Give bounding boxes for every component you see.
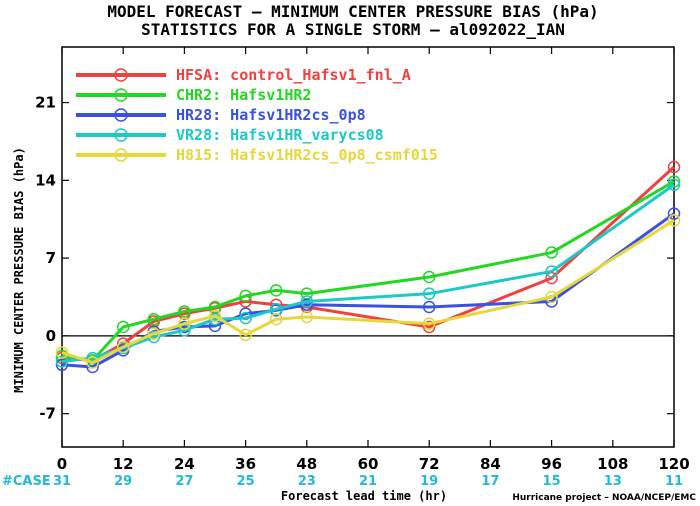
- x-tick-label: 24: [174, 455, 195, 473]
- series-line-2: [61, 180, 675, 362]
- x-tick-label: 120: [658, 455, 689, 473]
- legend: HFSA: control_Hafsv1_fnl_A CHR2: Hafsv1HR…: [76, 66, 438, 164]
- data-point: [269, 284, 283, 297]
- y-axis-label: MINIMUM CENTER PRESSURE BIAS (hPa): [12, 147, 26, 393]
- legend-label: HFSA: control_Hafsv1_fnl_A: [176, 66, 411, 84]
- data-point: [55, 355, 69, 368]
- data-point: [116, 340, 130, 354]
- data-point: [545, 246, 558, 259]
- x-tick-label: 72: [419, 455, 440, 473]
- data-point: [55, 358, 69, 372]
- case-count: 31: [53, 474, 71, 489]
- case-count: 17: [481, 474, 499, 489]
- chart-subtitle: STATISTICS FOR A SINGLE STORM – al092022…: [141, 20, 565, 39]
- legend-label: CHR2: Hafsv1HR2: [176, 86, 311, 104]
- x-tick-label: 60: [358, 455, 379, 473]
- data-point: [239, 328, 252, 342]
- data-point: [545, 265, 558, 278]
- case-count: 21: [359, 474, 377, 489]
- x-tick-label: 96: [541, 455, 562, 473]
- data-point: [667, 178, 681, 192]
- legend-label: HR28: Hafsv1HR2cs_0p8: [176, 106, 366, 124]
- case-count: 13: [604, 474, 622, 489]
- x-tick-label: 12: [113, 455, 134, 473]
- plot-frame: [61, 46, 675, 448]
- data-point: [422, 270, 436, 284]
- plot-area: -707142103112292427362548236021721984179…: [35, 46, 690, 489]
- data-point: [300, 298, 314, 312]
- data-point: [269, 312, 283, 326]
- data-point: [300, 295, 314, 308]
- data-point: [667, 214, 681, 227]
- legend-marker: [114, 128, 128, 142]
- data-point: [147, 312, 161, 326]
- data-point: [208, 309, 222, 323]
- y-tick-label: 0: [46, 327, 56, 345]
- credit-text: Hurricane project – NOAA/NCEP/EMC: [512, 493, 696, 503]
- x-tick-label: 84: [480, 455, 501, 473]
- case-count: 29: [114, 474, 132, 489]
- legend-marker: [114, 88, 128, 102]
- case-count: 19: [420, 474, 438, 489]
- case-label: #CASE: [2, 474, 51, 489]
- legend-label: VR28: Hafsv1HR_varycs08: [176, 126, 384, 144]
- x-tick-label: 48: [296, 455, 317, 473]
- case-count: 25: [237, 474, 255, 489]
- y-tick-label: 21: [35, 94, 56, 112]
- data-point: [208, 300, 222, 314]
- y-tick-label: 7: [46, 249, 56, 267]
- x-axis-label: Forecast lead time (hr): [281, 489, 447, 503]
- legend-marker: [114, 108, 128, 122]
- data-point: [55, 346, 69, 359]
- data-point: [422, 300, 436, 314]
- y-tick-label: 14: [35, 171, 56, 189]
- data-point: [116, 320, 130, 334]
- series-line-3: [61, 212, 675, 369]
- x-tick-label: 108: [597, 455, 628, 473]
- case-count: 23: [298, 474, 316, 489]
- legend-label: H815: Hafsv1HR2cs_0p8_csmf015: [176, 146, 438, 164]
- data-point: [667, 207, 681, 220]
- data-point: [667, 175, 681, 188]
- data-point: [178, 317, 191, 330]
- case-count: 27: [175, 474, 193, 489]
- case-count: 11: [665, 474, 683, 489]
- data-point: [178, 305, 191, 318]
- data-point: [300, 310, 314, 324]
- legend-marker: [114, 68, 128, 82]
- series-line-5: [61, 219, 675, 365]
- data-point: [422, 287, 436, 300]
- data-point: [239, 289, 252, 303]
- data-point: [239, 311, 252, 325]
- data-point: [545, 290, 558, 304]
- x-tick-label: 0: [57, 455, 67, 473]
- data-point: [422, 317, 436, 330]
- case-count: 15: [543, 474, 561, 489]
- data-point: [147, 327, 161, 340]
- x-tick-label: 36: [235, 455, 256, 473]
- y-tick-label: -7: [39, 405, 56, 423]
- data-point: [422, 320, 436, 334]
- legend-marker: [114, 148, 128, 162]
- data-point: [667, 160, 681, 174]
- chart-title: MODEL FORECAST – MINIMUM CENTER PRESSURE…: [107, 2, 598, 21]
- data-point: [86, 356, 99, 369]
- data-point: [269, 302, 283, 316]
